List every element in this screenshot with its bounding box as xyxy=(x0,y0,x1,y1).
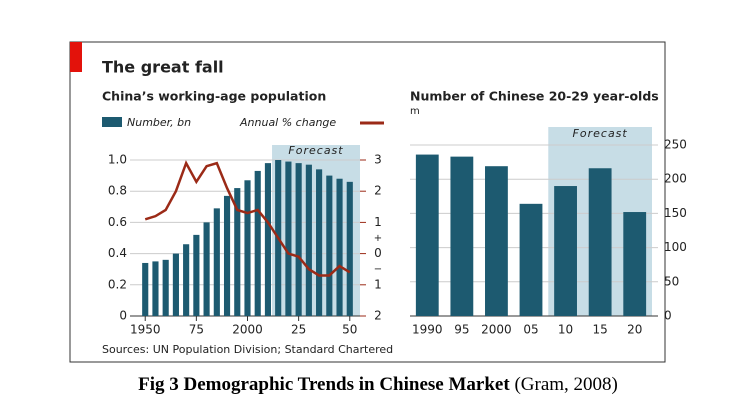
bar xyxy=(485,166,508,316)
bar xyxy=(244,180,251,316)
line xyxy=(144,160,351,277)
y-tick-label: 200 xyxy=(664,172,687,186)
bar xyxy=(223,195,231,316)
bar xyxy=(623,212,647,316)
x-tick-label: 2000 xyxy=(481,323,512,337)
y-tick-label: 50 xyxy=(664,274,679,288)
x-tick-label: 1990 xyxy=(412,323,443,337)
bar xyxy=(295,163,302,316)
y2-tick-label: 1 xyxy=(374,277,382,291)
bar xyxy=(193,234,200,316)
bar xyxy=(234,188,241,316)
bar xyxy=(172,253,179,316)
x-tick-label: 2000 xyxy=(232,323,263,337)
bar xyxy=(326,175,333,316)
bar xyxy=(305,164,312,316)
y-tick-label: 250 xyxy=(664,138,687,152)
source: Sources: UN Population Division; Standar… xyxy=(102,343,393,356)
bar xyxy=(346,181,353,316)
y-tick-label: 100 xyxy=(664,240,687,254)
bar xyxy=(415,154,439,316)
y-tick-label: 0.6 xyxy=(108,215,127,229)
x-tick-label: 15 xyxy=(593,323,608,337)
main-title: The great fall xyxy=(102,58,224,77)
legend-label: Number, bn xyxy=(127,116,191,129)
chart-title: China’s working-age population xyxy=(102,89,326,104)
x-tick-label: 05 xyxy=(523,323,538,337)
bar xyxy=(450,156,474,316)
bar xyxy=(316,169,323,316)
y-tick-label: 0 xyxy=(119,309,127,323)
chart: The great fall Sources: UN Population Di… xyxy=(69,41,687,363)
red-tag xyxy=(70,42,82,72)
bar xyxy=(142,262,149,316)
caption-bold: Fig 3 Demographic Trends in Chinese Mark… xyxy=(138,374,510,395)
y2-tick-label: 0 xyxy=(374,246,382,260)
bar xyxy=(162,259,169,316)
legend-swatch xyxy=(102,117,122,127)
bar xyxy=(285,161,292,316)
bar xyxy=(213,208,220,316)
y-tick-label: 0 xyxy=(664,309,672,323)
bar xyxy=(254,170,261,316)
y2-tick-label: 3 xyxy=(374,153,382,167)
caption-rest: (Gram, 2008) xyxy=(514,374,618,395)
bar xyxy=(588,168,612,316)
y2-tick-label: 2 xyxy=(374,184,382,198)
x-tick-label: 50 xyxy=(342,323,357,337)
x-tick-label: 95 xyxy=(454,323,469,337)
y2-sign: + xyxy=(374,233,382,244)
legend-label: Annual % change xyxy=(239,116,336,129)
bar xyxy=(203,222,210,316)
y-tick-label: 0.4 xyxy=(108,246,127,260)
y2-tick-label: 2 xyxy=(374,309,382,323)
y-tick-label: 0.2 xyxy=(108,277,127,291)
y2-sign: − xyxy=(374,264,382,275)
x-tick-label: 20 xyxy=(627,323,642,337)
unit: m xyxy=(410,106,420,117)
bar xyxy=(183,244,190,316)
bar xyxy=(519,203,543,316)
forecast-label: Forecast xyxy=(573,127,628,140)
caption: Fig 3 Demographic Trends in Chinese Mark… xyxy=(0,374,756,396)
forecast-label: Forecast xyxy=(288,144,343,157)
bar xyxy=(336,178,343,316)
bar xyxy=(264,163,272,316)
y-tick-label: 0.8 xyxy=(108,184,127,198)
x-tick-label: 10 xyxy=(558,323,573,337)
chart-title: Number of Chinese 20-29 year-olds xyxy=(410,89,659,104)
bar xyxy=(554,186,577,316)
x-tick-label: 25 xyxy=(291,323,306,337)
bar xyxy=(152,261,159,316)
x-tick-label: 1950 xyxy=(130,323,161,337)
y2-tick-label: 1 xyxy=(374,215,382,229)
y-tick-label: 1.0 xyxy=(108,153,127,167)
y-tick-label: 150 xyxy=(664,206,687,220)
x-tick-label: 75 xyxy=(189,323,204,337)
